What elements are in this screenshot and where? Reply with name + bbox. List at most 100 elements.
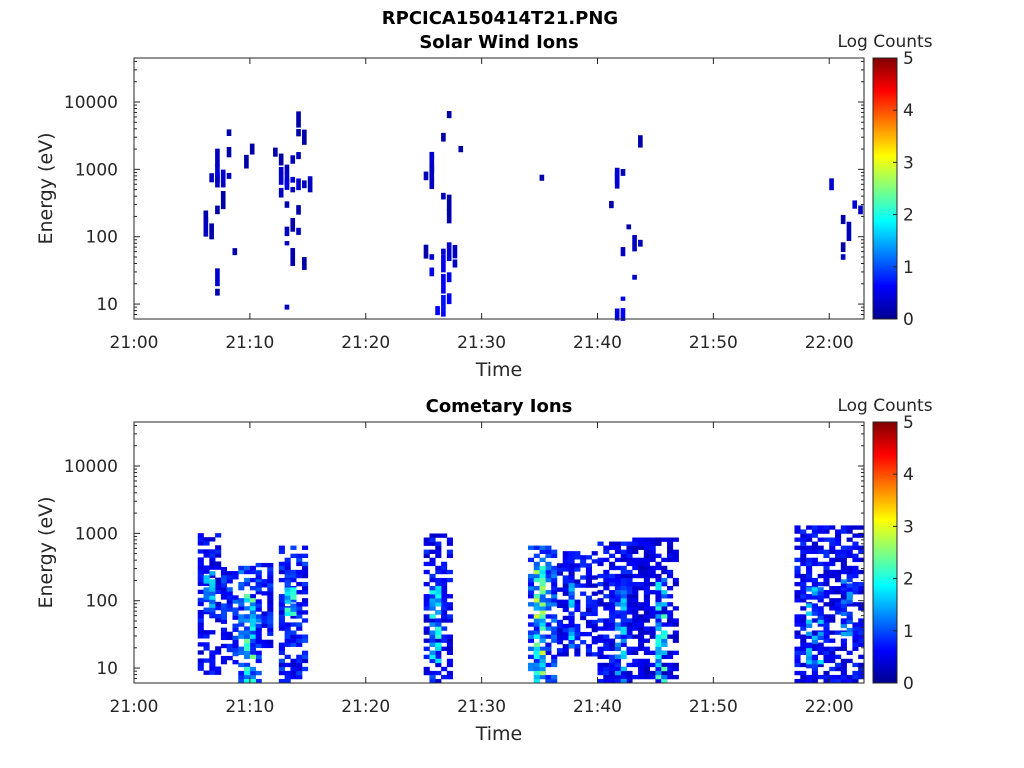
spectrogram-cell [545,606,552,611]
spectrogram-cell [840,254,846,260]
x-tick-label: 21:00 [110,697,159,717]
spectrogram-cell [614,581,621,587]
spectrogram-cell [302,569,309,575]
spectrogram-cell [441,674,448,680]
spectrogram-cell [423,606,430,611]
spectrogram-cell [603,618,610,623]
spectrogram-cell [672,666,679,672]
spectrogram-cell [284,178,290,190]
spectrogram-cell [794,565,801,571]
spectrogram-cell [435,545,442,550]
spectrogram-cell [835,598,842,603]
spectrogram-cell [533,650,540,656]
spectrogram-cell [632,610,639,615]
spectrogram-cell [568,595,575,600]
spectrogram-cell [568,575,575,580]
spectrogram-cell [429,606,436,611]
spectrogram-cell [296,129,301,137]
spectrogram-cell [852,626,859,631]
spectrogram-cell [574,648,581,653]
spectrogram-cell [197,662,204,667]
spectrogram-cell [302,581,309,587]
spectrogram-cell [255,627,262,632]
spectrogram-cell [817,611,824,616]
spectrogram-cell [568,639,575,645]
spectrogram-cell [220,587,227,592]
spectrogram-cell [620,670,627,676]
spectrogram-cell [835,586,842,591]
spectrogram-cell [429,634,436,639]
spectrogram-cell [852,634,859,639]
spectrogram-cell [655,573,662,579]
spectrogram-cell [533,662,540,668]
spectrogram-cell [209,173,214,183]
spectrogram-cell [284,599,291,604]
spectrogram-cell [290,674,297,680]
spectrogram-cell [284,670,291,676]
spectrogram-cell [643,646,650,651]
spectrogram-cell [551,581,558,587]
spectrogram-cell [539,670,546,676]
spectrogram-cell [290,595,297,600]
spectrogram-cell [533,658,540,664]
spectrogram-cell [609,606,616,611]
spectrogram-cell [441,312,446,317]
spectrogram-cell [284,678,291,684]
spectrogram-cell [551,602,558,607]
spectrogram-cell [203,642,210,647]
spectrogram-cell [203,595,210,600]
spectrogram-cell [840,631,847,637]
spectrogram-cell [539,662,546,668]
spectrogram-cell [638,646,645,651]
spectrogram-cell [429,586,436,591]
spectrogram-cell [284,573,291,579]
spectrogram-cell [638,666,645,672]
spectrogram-cell [811,581,818,587]
spectrogram-cell [840,590,847,595]
spectrogram-cell [638,634,645,639]
spectrogram-cell [609,594,616,599]
spectrogram-cell [215,268,220,287]
spectrogram-cell [296,557,303,563]
spectrogram-cell [626,553,633,559]
spectrogram-cell [249,634,256,639]
spectrogram-cell [800,533,807,538]
spectrogram-cell [539,610,546,615]
spectrogram-cell [800,638,807,643]
spectrogram-cell [626,557,633,563]
spectrogram-cell [585,644,592,649]
spectrogram-cell [852,622,859,627]
spectrogram-cell [620,557,627,563]
spectrogram-cell [197,626,204,631]
spectrogram-cell [545,565,552,571]
spectrogram-cell [244,662,251,668]
spectrogram-cell [846,221,852,242]
spectrogram-cell [823,602,830,607]
x-tick-label: 21:50 [689,333,738,353]
spectrogram-cell [197,549,204,554]
spectrogram-cell [655,662,662,668]
spectrogram-cell [539,594,546,599]
spectrogram-cell [817,606,824,611]
spectrogram-cell [614,670,621,676]
spectrogram-cell [840,603,847,608]
spectrogram-cell [539,573,546,579]
spectrogram-cell [220,659,227,665]
spectrogram-cell [203,579,210,584]
spectrogram-cell [568,583,575,588]
spectrogram-cell [852,590,859,595]
spectrogram-cell [800,590,807,595]
spectrogram-cell [811,659,818,665]
spectrogram-cell [638,670,645,676]
spectrogram-cell [435,622,442,627]
spectrogram-cell [539,626,546,631]
spectrogram-cell [545,602,552,607]
spectrogram-cell [446,194,452,211]
y-axis-label: Energy (eV) [35,132,57,244]
spectrogram-cell [226,643,233,649]
spectrogram-cell [840,674,847,680]
spectrogram-cell [620,590,627,595]
spectrogram-cell [835,678,842,684]
spectrogram-cell [858,654,865,660]
spectrogram-cell [296,602,303,607]
